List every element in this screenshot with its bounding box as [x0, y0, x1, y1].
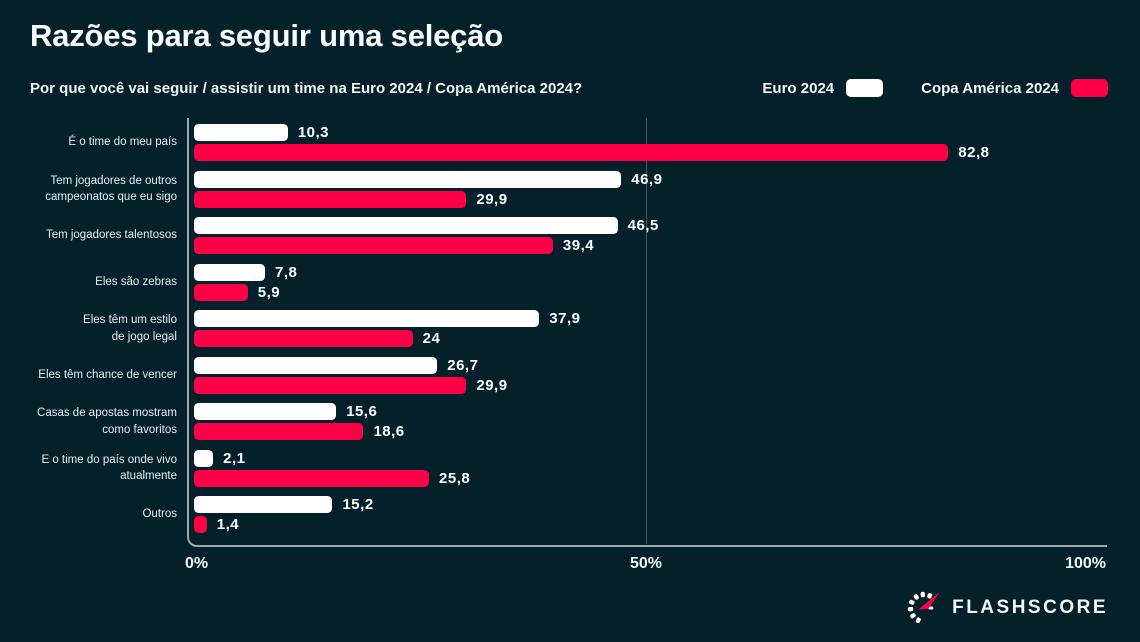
bar-chart: É o time do meu país 10,3 82,8 Tem jogadore… [0, 118, 1140, 572]
page-title: Razões para seguir uma seleção [30, 18, 504, 53]
chart-legend: Euro 2024 Copa América 2024 [724, 79, 1108, 97]
bar-copa-america-2024 [194, 469, 430, 487]
category-label: É o time do meu país [68, 136, 177, 149]
legend-label: Euro 2024 [762, 79, 835, 97]
value-label: 29,9 [476, 190, 508, 208]
value-label: 18,6 [373, 423, 405, 440]
category-label: Eles têm chance de vencer [38, 368, 177, 381]
chart-row: Tem jogadores talentosos 46,5 39,4 [30, 217, 1105, 254]
legend-item-copa-america-2024: Copa América 2024 [921, 79, 1108, 97]
value-label: 5,9 [257, 283, 281, 301]
value-label: 29,9 [476, 376, 508, 394]
chart-rows: É o time do meu país 10,3 82,8 Tem jogadore… [30, 124, 1105, 533]
legend-label: Copa América 2024 [921, 79, 1059, 97]
value-label: 2,1 [223, 449, 246, 467]
value-label: 10,3 [297, 124, 330, 141]
bar-euro-2024 [194, 356, 438, 374]
value-label: 39,4 [562, 237, 595, 254]
x-tick-50: 50% [629, 555, 663, 572]
value-label: 15,6 [346, 403, 378, 420]
category-label: Eles têm um estilo de jogo legal [83, 314, 177, 343]
flashscore-logo: FLASHSCORE [906, 590, 1108, 626]
gridline-50-percent [646, 118, 647, 544]
chart-row: Outros 15,2 1,4 [30, 496, 1105, 533]
category-label: Eles são zebras [95, 275, 177, 288]
legend-swatch-euro [846, 79, 884, 97]
chart-row: Casas de apostas mostram como favoritos 1… [30, 403, 1105, 440]
category-label: Tem jogadores talentosos [45, 229, 177, 242]
value-label: 82,8 [958, 144, 990, 161]
chart-row: Eles são zebras 7,8 5,9 [30, 263, 1105, 301]
value-label: 26,7 [447, 356, 479, 374]
chart-row: É o time do meu país 10,3 82,8 [30, 124, 1105, 161]
category-label: Outros [142, 508, 177, 521]
bar-euro-2024 [194, 403, 337, 420]
value-label: 24 [422, 330, 441, 347]
flashscore-gauge-icon [907, 591, 941, 624]
bar-copa-america-2024 [194, 190, 467, 208]
value-label: 46,5 [627, 217, 659, 234]
value-label: 15,2 [342, 496, 374, 513]
subtitle-legend-row: Por que você vai seguir / assistir um ti… [30, 79, 1108, 97]
legend-swatch-copa [1071, 79, 1108, 97]
legend-item-euro-2024: Euro 2024 [762, 79, 884, 97]
bar-euro-2024 [194, 310, 540, 327]
bar-copa-america-2024 [194, 237, 553, 254]
value-label: 25,8 [439, 469, 471, 487]
value-label: 46,9 [631, 170, 663, 188]
value-label: 7,8 [275, 263, 298, 281]
bar-copa-america-2024 [194, 330, 413, 347]
category-label: E o time do país onde vivo atualmente [41, 453, 177, 482]
bar-euro-2024 [194, 496, 333, 513]
value-label: 37,9 [549, 310, 581, 327]
bar-copa-america-2024 [194, 516, 207, 533]
bar-euro-2024 [194, 217, 618, 234]
bar-copa-america-2024 [194, 423, 364, 440]
bar-copa-america-2024 [194, 376, 467, 394]
bar-copa-america-2024 [194, 283, 248, 301]
chart-row: Tem jogadores de outros campeonatos que … [30, 170, 1105, 208]
category-label: Tem jogadores de outros campeonatos que … [45, 174, 177, 203]
x-tick-100: 100% [1065, 555, 1106, 572]
bar-euro-2024 [194, 170, 622, 188]
chart-subtitle: Por que você vai seguir / assistir um ti… [30, 79, 583, 97]
chart-row: Eles têm um estilo de jogo legal 37,9 24 [30, 310, 1105, 347]
bar-euro-2024 [194, 449, 214, 467]
bar-euro-2024 [194, 263, 266, 281]
value-label: 1,4 [216, 516, 240, 533]
x-tick-0: 0% [185, 555, 209, 572]
bar-euro-2024 [194, 124, 288, 141]
brand-text: FLASHSCORE [952, 597, 1108, 618]
category-label: Casas de apostas mostram como favoritos [37, 407, 177, 436]
chart-row: E o time do país onde vivo atualmente 2,1… [30, 449, 1105, 487]
bar-copa-america-2024 [194, 144, 949, 161]
chart-row: Eles têm chance de vencer 26,7 29,9 [30, 356, 1105, 394]
